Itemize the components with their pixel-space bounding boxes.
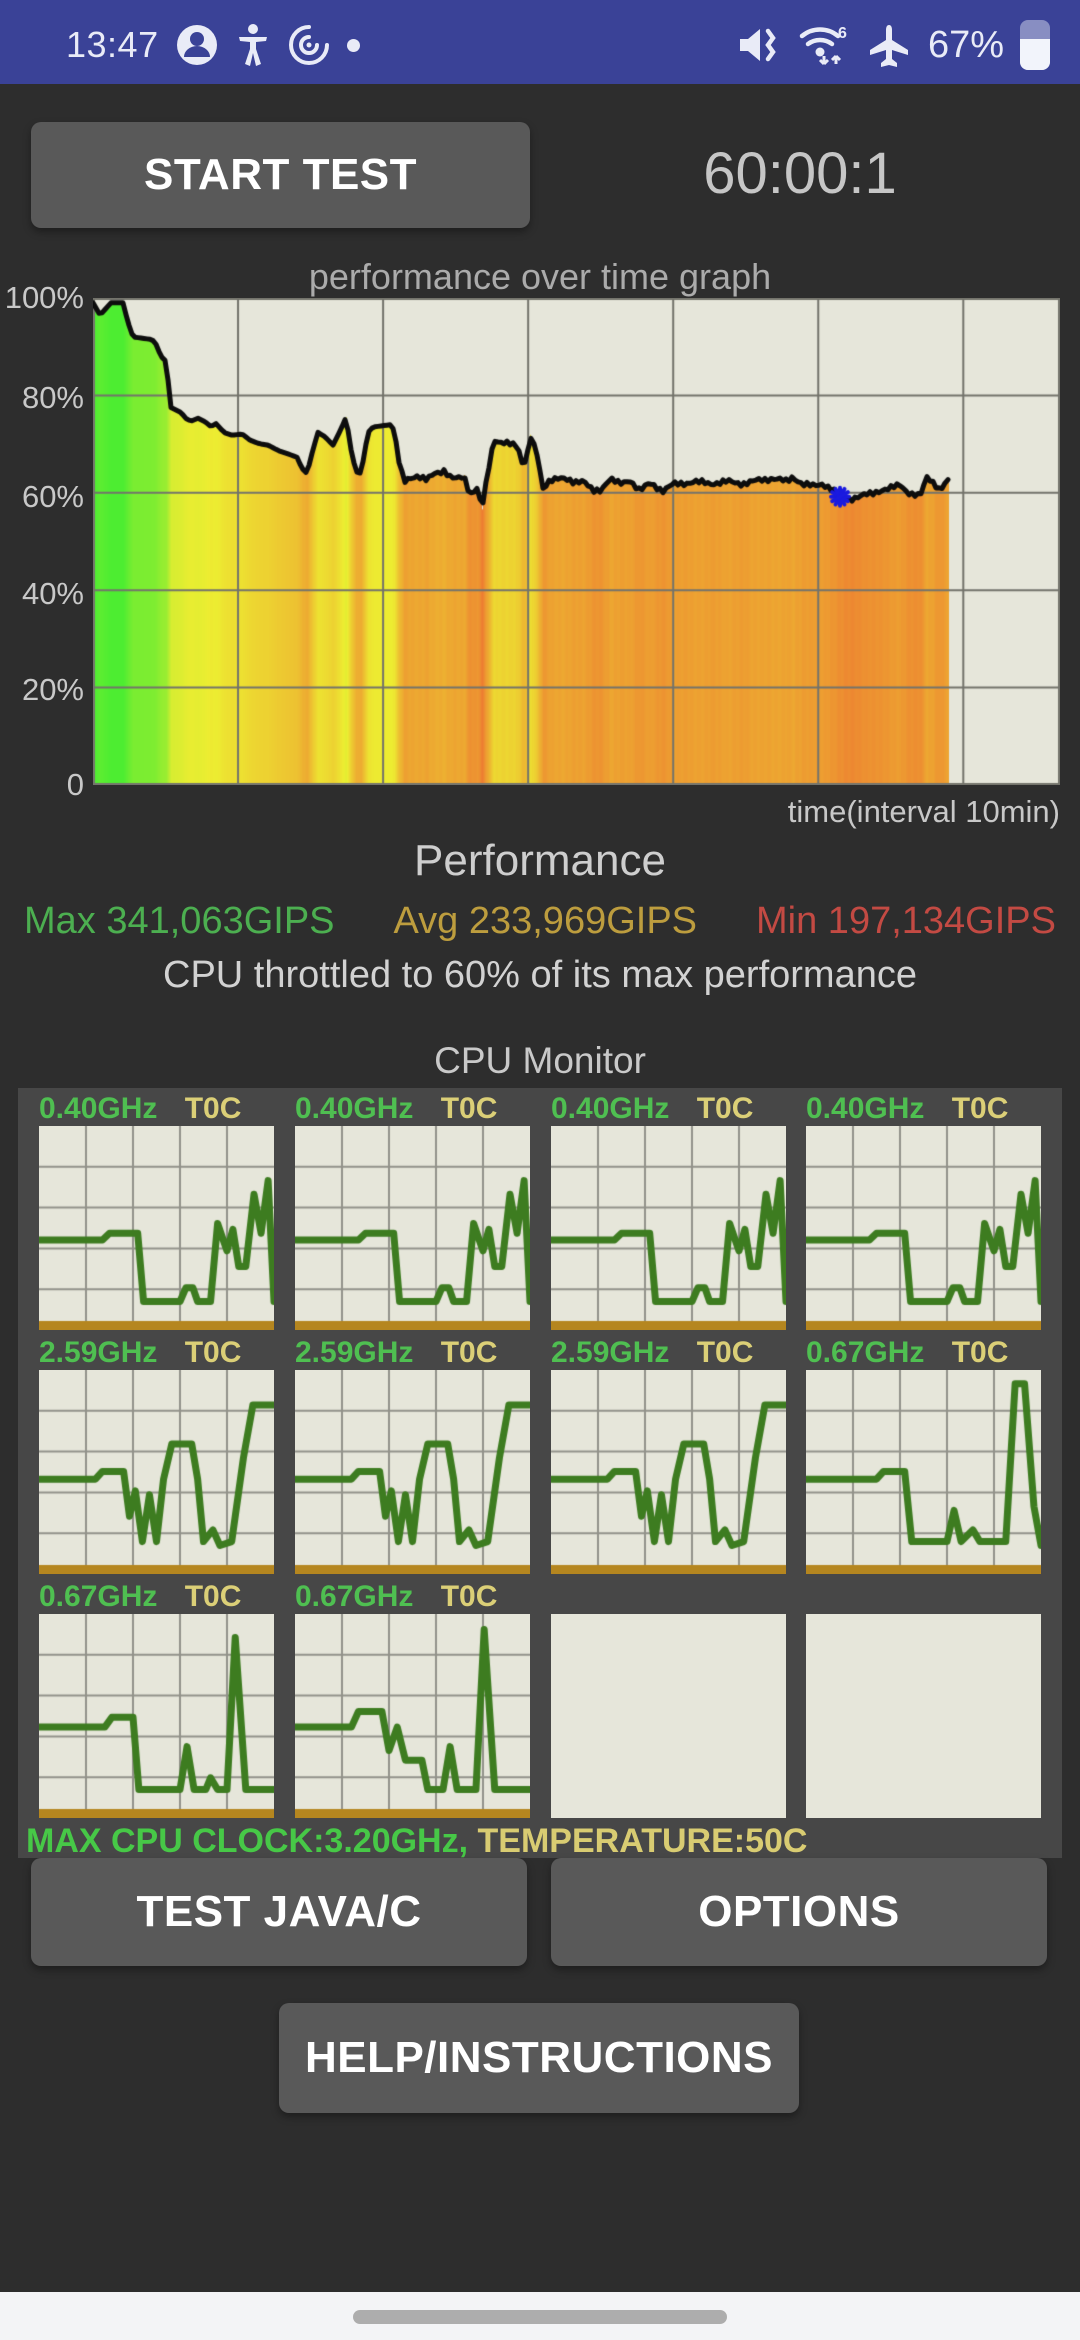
performance-values: Max 341,063GIPS Avg 233,969GIPS Min 197,… bbox=[0, 900, 1080, 943]
cpu-core-label: 0.67GHz T0C bbox=[295, 1580, 530, 1614]
clock: 13:47 bbox=[66, 24, 159, 65]
performance-heading: Performance bbox=[414, 836, 666, 885]
ytick-0: 0 bbox=[66, 767, 84, 802]
cpu-monitor-panel: MAX CPU CLOCK:3.20GHz, TEMPERATURE:50C 0… bbox=[18, 1088, 1062, 1861]
gesture-nav-bar bbox=[0, 2292, 1080, 2340]
cpu-core-chart bbox=[551, 1370, 786, 1574]
cpu-monitor-footer: MAX CPU CLOCK:3.20GHz, TEMPERATURE:50C bbox=[26, 1822, 807, 1861]
notification-dot bbox=[346, 38, 360, 52]
cpu-core-label: 0.40GHz T0C bbox=[551, 1092, 786, 1126]
cpu-core-chart bbox=[39, 1370, 274, 1574]
cpu-core-frequency: 2.59GHz bbox=[295, 1336, 414, 1369]
battery-percent: 67% bbox=[927, 23, 1004, 66]
ytick-80: 80% bbox=[21, 380, 84, 415]
cpu-core-chart bbox=[295, 1126, 530, 1330]
cpu-core-temperature: T0C bbox=[440, 1092, 498, 1125]
cpu-core-chart bbox=[551, 1126, 786, 1330]
cpu-core-frequency: 2.59GHz bbox=[39, 1336, 158, 1369]
cpu-core-temperature: T0C bbox=[184, 1580, 242, 1613]
mute-vibrate-icon bbox=[736, 23, 782, 67]
cpu-core-frequency: 0.67GHz bbox=[806, 1336, 925, 1369]
cpu-core-chart bbox=[806, 1126, 1041, 1330]
status-bar-left: 13:47 bbox=[66, 23, 360, 67]
perf-max-value: Max 341,063GIPS bbox=[24, 900, 335, 942]
perf-graph-xlabel: time(interval 10min) bbox=[787, 794, 1060, 829]
cpu-core-temperature: T0C bbox=[440, 1580, 498, 1613]
perf-avg-value: Avg 233,969GIPS bbox=[393, 900, 698, 942]
cpu-core-chart bbox=[295, 1614, 530, 1818]
cpu-core-label: 0.40GHz T0C bbox=[295, 1092, 530, 1126]
cpu-core-temperature: T0C bbox=[440, 1336, 498, 1369]
cpu-core-frequency: 2.59GHz bbox=[551, 1336, 670, 1369]
status-bar-right: 6 67% bbox=[736, 20, 1050, 70]
cpu-core-label: 0.40GHz T0C bbox=[806, 1092, 1041, 1126]
cpu-core-temperature: T0C bbox=[184, 1336, 242, 1369]
cpu-core-temperature: T0C bbox=[184, 1092, 242, 1125]
cpu-core-empty-slot bbox=[551, 1614, 786, 1818]
cpu-core-label: 2.59GHz T0C bbox=[295, 1336, 530, 1370]
cpu-core-frequency: 0.40GHz bbox=[295, 1092, 414, 1125]
performance-chart bbox=[93, 298, 1060, 785]
help-instructions-button[interactable]: HELP/INSTRUCTIONS bbox=[279, 2003, 799, 2113]
ytick-60: 60% bbox=[21, 479, 84, 514]
svg-text:6: 6 bbox=[838, 25, 847, 42]
cpu-core-label: 0.67GHz T0C bbox=[39, 1580, 274, 1614]
temperature-text: TEMPERATURE:50C bbox=[477, 1822, 808, 1860]
cpu-core-frequency: 0.40GHz bbox=[551, 1092, 670, 1125]
cpu-core-chart bbox=[39, 1614, 274, 1818]
cpu-core-frequency: 0.67GHz bbox=[39, 1580, 158, 1613]
performance-chart-canvas bbox=[93, 298, 1060, 785]
airplane-mode-icon bbox=[866, 22, 912, 68]
cpu-core-empty-slot bbox=[806, 1614, 1041, 1818]
test-java-button[interactable]: TEST JAVA/C bbox=[31, 1858, 527, 1966]
status-bar: 13:47 6 bbox=[0, 0, 1080, 84]
cpu-core-frequency: 0.40GHz bbox=[806, 1092, 925, 1125]
accessibility-icon bbox=[235, 23, 271, 67]
home-indicator[interactable] bbox=[353, 2310, 727, 2324]
cpu-core-chart bbox=[806, 1370, 1041, 1574]
cpu-core-temperature: T0C bbox=[951, 1092, 1009, 1125]
cpu-core-temperature: T0C bbox=[951, 1336, 1009, 1369]
cpu-core-label: 0.40GHz T0C bbox=[39, 1092, 274, 1126]
battery-icon bbox=[1020, 20, 1050, 70]
cpu-monitor-heading: CPU Monitor bbox=[434, 1040, 646, 1081]
options-button[interactable]: OPTIONS bbox=[551, 1858, 1047, 1966]
throttle-status-text: CPU throttled to 60% of its max performa… bbox=[163, 954, 917, 996]
wifi6-icon: 6 bbox=[798, 22, 850, 68]
max-cpu-clock-text: MAX CPU CLOCK:3.20GHz, bbox=[26, 1822, 469, 1860]
start-test-button[interactable]: START TEST bbox=[31, 122, 530, 228]
cpu-core-frequency: 0.40GHz bbox=[39, 1092, 158, 1125]
ytick-100: 100% bbox=[4, 280, 84, 315]
cpu-core-chart bbox=[39, 1126, 274, 1330]
profile-icon bbox=[175, 23, 219, 67]
perf-min-value: Min 197,134GIPS bbox=[756, 900, 1056, 942]
cpu-core-label: 0.67GHz T0C bbox=[806, 1336, 1041, 1370]
test-timer: 60:00:1 bbox=[703, 141, 897, 206]
ytick-20: 20% bbox=[21, 672, 84, 707]
cpu-core-chart bbox=[295, 1370, 530, 1574]
cpu-core-frequency: 0.67GHz bbox=[295, 1580, 414, 1613]
cpu-core-label: 2.59GHz T0C bbox=[551, 1336, 786, 1370]
data-saver-icon bbox=[287, 23, 331, 67]
perf-graph-title: performance over time graph bbox=[308, 256, 772, 297]
cpu-core-temperature: T0C bbox=[696, 1092, 754, 1125]
cpu-core-temperature: T0C bbox=[696, 1336, 754, 1369]
cpu-core-label: 2.59GHz T0C bbox=[39, 1336, 274, 1370]
ytick-40: 40% bbox=[21, 576, 84, 611]
